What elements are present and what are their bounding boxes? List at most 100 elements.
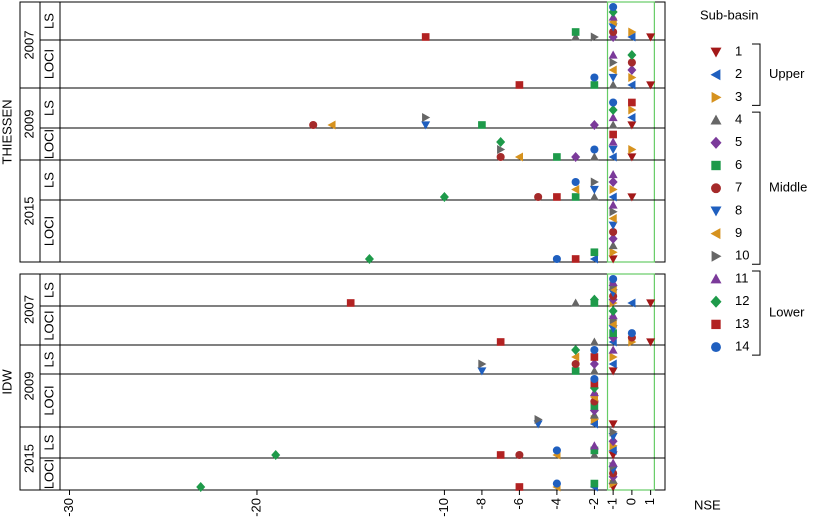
data-point bbox=[589, 366, 599, 375]
legend-marker bbox=[711, 160, 721, 171]
data-point bbox=[571, 298, 581, 307]
method-label: LOCI bbox=[41, 459, 56, 489]
panel-frame bbox=[59, 1, 666, 263]
data-point bbox=[496, 338, 505, 346]
data-point bbox=[534, 192, 543, 202]
data-point bbox=[496, 451, 505, 459]
data-point bbox=[589, 441, 599, 450]
legend-bracket bbox=[752, 270, 761, 356]
data-point bbox=[515, 81, 524, 89]
data-point bbox=[553, 153, 561, 161]
data-point bbox=[589, 294, 599, 305]
data-point bbox=[553, 193, 561, 201]
data-point bbox=[627, 32, 636, 42]
data-point bbox=[627, 65, 637, 75]
data-point bbox=[608, 345, 618, 354]
legend-marker bbox=[710, 114, 722, 125]
legend-marker bbox=[711, 183, 721, 194]
data-point bbox=[590, 73, 599, 82]
data-point bbox=[590, 81, 599, 89]
data-point bbox=[646, 81, 656, 90]
data-point bbox=[608, 177, 618, 187]
data-point bbox=[609, 185, 618, 194]
data-point bbox=[196, 482, 206, 492]
data-point bbox=[478, 121, 486, 129]
data-point bbox=[309, 120, 318, 130]
method-label: LOCI bbox=[41, 310, 56, 340]
data-point bbox=[589, 359, 599, 369]
legend-marker bbox=[710, 69, 721, 81]
data-point bbox=[589, 419, 598, 429]
data-point bbox=[608, 200, 618, 209]
data-point bbox=[552, 446, 561, 455]
data-point bbox=[571, 352, 580, 362]
legend-label: 12 bbox=[735, 293, 749, 308]
data-point bbox=[608, 50, 618, 59]
data-point bbox=[496, 137, 506, 147]
data-point bbox=[608, 152, 617, 162]
data-point bbox=[478, 359, 487, 369]
year-label: 2007 bbox=[21, 31, 36, 60]
data-point bbox=[608, 255, 618, 264]
data-point bbox=[571, 193, 580, 201]
data-point bbox=[571, 255, 580, 263]
data-point bbox=[609, 227, 618, 237]
highlight-box bbox=[606, 1, 655, 263]
data-point bbox=[646, 338, 656, 347]
data-point bbox=[627, 298, 636, 308]
method-label: LOCI bbox=[41, 49, 56, 79]
method-label: LS bbox=[41, 434, 56, 450]
data-point bbox=[609, 27, 618, 37]
data-point bbox=[496, 152, 505, 162]
legend-label: 11 bbox=[735, 270, 749, 285]
data-point bbox=[609, 130, 617, 139]
data-point bbox=[477, 367, 487, 376]
data-point bbox=[590, 479, 599, 488]
data-point bbox=[590, 248, 599, 257]
data-point bbox=[571, 28, 580, 36]
x-tick-label: -20 bbox=[248, 498, 263, 517]
data-point bbox=[627, 193, 637, 202]
data-point bbox=[608, 445, 617, 455]
legend-label: 4 bbox=[735, 112, 742, 127]
data-point bbox=[590, 446, 599, 455]
data-point bbox=[271, 450, 281, 460]
legend-label: 14 bbox=[735, 339, 749, 354]
method-label: LOCI bbox=[41, 216, 56, 246]
data-point bbox=[608, 73, 618, 82]
data-point bbox=[609, 58, 618, 67]
data-point bbox=[552, 479, 561, 488]
highlight-box bbox=[606, 273, 655, 491]
x-tick-label: 0 bbox=[623, 498, 638, 505]
data-point bbox=[590, 345, 599, 355]
data-point bbox=[589, 152, 599, 161]
legend-label: 8 bbox=[735, 202, 742, 217]
data-point bbox=[422, 113, 431, 122]
data-point bbox=[608, 105, 618, 115]
group-label: Upper bbox=[769, 66, 805, 81]
data-point bbox=[346, 299, 355, 307]
group-label: Middle bbox=[769, 180, 807, 195]
data-point bbox=[590, 32, 599, 42]
data-point bbox=[571, 185, 580, 194]
data-point bbox=[421, 121, 431, 130]
legend-marker bbox=[711, 319, 721, 330]
x-tick-label: -8 bbox=[473, 498, 488, 510]
data-point bbox=[421, 33, 430, 41]
x-tick-label: -6 bbox=[511, 498, 526, 510]
data-point bbox=[571, 152, 581, 162]
legend-marker bbox=[711, 342, 721, 353]
method-label: LS bbox=[41, 282, 56, 298]
legend-marker bbox=[710, 206, 722, 217]
legend-label: 10 bbox=[735, 248, 749, 263]
legend-label: 5 bbox=[735, 134, 742, 149]
method-label: LS bbox=[41, 351, 56, 367]
year-label: 2015 bbox=[21, 197, 36, 226]
data-point bbox=[628, 27, 637, 37]
legend-label: 6 bbox=[735, 157, 742, 172]
data-point bbox=[628, 145, 637, 154]
data-point bbox=[589, 185, 599, 194]
data-point bbox=[609, 98, 618, 107]
x-tick-label: -2 bbox=[586, 498, 601, 510]
data-point bbox=[534, 415, 543, 424]
